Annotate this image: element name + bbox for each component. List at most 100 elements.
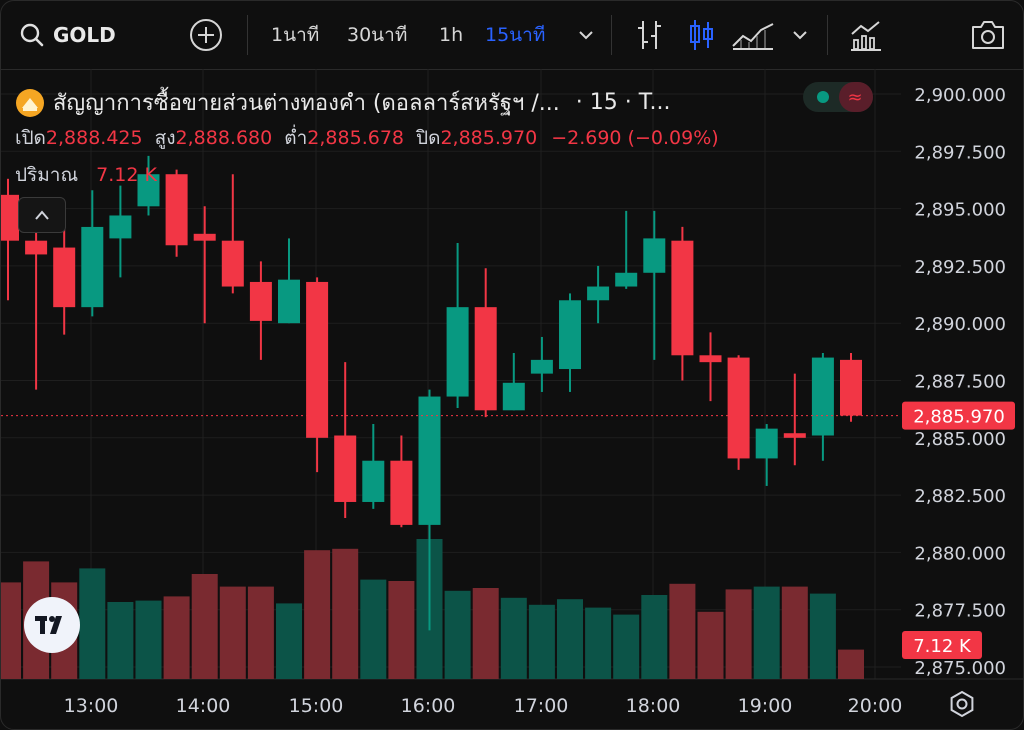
time-tick-label: 20:00: [848, 695, 903, 717]
volume-bar: [360, 579, 387, 679]
volume-bar: [219, 586, 246, 679]
indicators-button[interactable]: [849, 1, 883, 69]
last-price-tag: 2,885.970: [902, 401, 1015, 430]
market-status-pill[interactable]: ≈: [803, 82, 873, 112]
candle-body: [278, 279, 300, 324]
candle-body: [587, 286, 610, 301]
interval-dropdown[interactable]: [577, 1, 595, 69]
volume-bar: [528, 604, 555, 679]
price-axis[interactable]: 2,900.000 2,897.500 2,895.000 2,892.500 2,89…: [914, 85, 1006, 679]
symbol-name: GOLD: [53, 23, 116, 47]
series-title: สัญญาการซื้อขายส่วนต่างทองคำ (ดอลลาร์สหร…: [53, 91, 560, 116]
toolbar-separator: [247, 15, 248, 55]
volume-bar: [753, 586, 780, 679]
volume-bar: [500, 597, 527, 679]
interval-1m[interactable]: 1นาที: [271, 24, 320, 46]
volume-legend: ปริมาณ 7.12 K: [15, 160, 157, 190]
interval-30m[interactable]: 30นาที: [347, 24, 408, 46]
toolbar-separator: [611, 15, 612, 55]
time-tick-label: 19:00: [738, 695, 793, 717]
candle-body: [53, 247, 76, 308]
volume-bar: [163, 596, 190, 679]
volume-bar: [191, 574, 218, 679]
price-chart[interactable]: 2,900.000 2,897.500 2,895.000 2,892.500 2,89…: [1, 69, 1023, 729]
candle-body: [193, 233, 216, 241]
candle-body: [755, 428, 778, 459]
snapshot-button[interactable]: [969, 1, 1007, 69]
close-value: 2,885.970: [440, 127, 538, 149]
gold-symbol-icon: [16, 88, 44, 117]
toolbar-separator: [827, 15, 828, 55]
last-volume-tag: 7.12 K: [902, 631, 982, 659]
volume-bar: [135, 600, 162, 679]
volume-label: ปริมาณ: [15, 164, 79, 186]
candles-chart-type-button[interactable]: [687, 1, 717, 69]
tradingview-logo[interactable]: [24, 597, 80, 653]
high-value: 2,888.680: [175, 127, 273, 149]
volume-bar: [838, 649, 864, 679]
volume-bar: [809, 593, 836, 679]
price-tick-label: 2,890.000: [914, 314, 1006, 335]
close-label: ปิด: [416, 127, 441, 149]
low-label: ต่ำ: [284, 127, 308, 149]
last-volume-label: 7.12 K: [913, 636, 972, 657]
candle-body: [559, 300, 581, 370]
ohlc-legend: เปิด2,888.425 สูง2,888.680 ต่ำ2,885.678 …: [15, 123, 719, 153]
volume-bar: [669, 583, 696, 679]
time-tick-label: 15:00: [289, 695, 344, 717]
bar-chart-type-button[interactable]: [635, 1, 665, 69]
volume-bar: [332, 548, 359, 679]
volume-bar: [725, 589, 752, 679]
collapse-legend-button[interactable]: [18, 197, 66, 233]
candle-body: [530, 359, 553, 374]
interval-15m[interactable]: 15นาที: [485, 24, 546, 46]
change-value: −2.690 (−0.09%): [551, 127, 719, 149]
low-value: 2,885.678: [307, 127, 404, 149]
chevron-down-icon: [579, 31, 593, 40]
volume-bar: [276, 603, 302, 679]
candle-body: [306, 281, 329, 438]
add-symbol-button[interactable]: [189, 1, 223, 69]
candle-body: [643, 238, 666, 273]
last-price-label: 2,885.970: [913, 407, 1005, 428]
volume-bar: [613, 614, 640, 679]
candle-body: [249, 281, 272, 321]
candle-body: [1, 194, 19, 241]
price-tick-label: 2,887.500: [914, 372, 1006, 393]
search-icon: [20, 23, 44, 47]
volume-bar: [697, 611, 724, 679]
candle-body: [671, 240, 694, 356]
volume-bar: [1, 582, 21, 679]
bar-chart-icon: [638, 21, 661, 49]
area-chart-type-button[interactable]: [731, 1, 775, 69]
indicators-icon: [851, 21, 881, 51]
candle-body: [109, 215, 132, 239]
time-axis[interactable]: 13:00 14:00 15:00 16:00 17:00 18:00 19:00 20:00: [64, 695, 903, 717]
chart-type-dropdown[interactable]: [791, 1, 809, 69]
gear-icon: [950, 690, 974, 718]
candles-icon: [690, 20, 713, 50]
candles: [1, 155, 862, 631]
symbol-search[interactable]: GOLD: [19, 1, 116, 69]
chart-settings-button[interactable]: [945, 687, 979, 721]
volume-bar: [641, 595, 668, 679]
candle-body: [81, 226, 104, 308]
open-label: เปิด: [15, 127, 46, 149]
candle-body: [137, 174, 160, 207]
price-tick-label: 2,882.500: [914, 486, 1006, 507]
camera-icon: [972, 21, 1004, 49]
candle-body: [362, 460, 385, 502]
candle-body: [474, 307, 497, 411]
volume-bar: [247, 586, 274, 679]
candle-body: [25, 240, 48, 255]
volume-bar: [585, 607, 612, 679]
candle-body: [502, 382, 525, 411]
price-tick-label: 2,895.000: [914, 200, 1006, 221]
time-tick-label: 17:00: [514, 695, 569, 717]
candle-body: [783, 433, 806, 438]
price-tick-label: 2,897.500: [914, 142, 1006, 163]
time-tick-label: 13:00: [64, 695, 119, 717]
candle-body: [334, 435, 357, 502]
candle-body: [699, 355, 722, 363]
interval-1h[interactable]: 1h: [439, 24, 464, 46]
